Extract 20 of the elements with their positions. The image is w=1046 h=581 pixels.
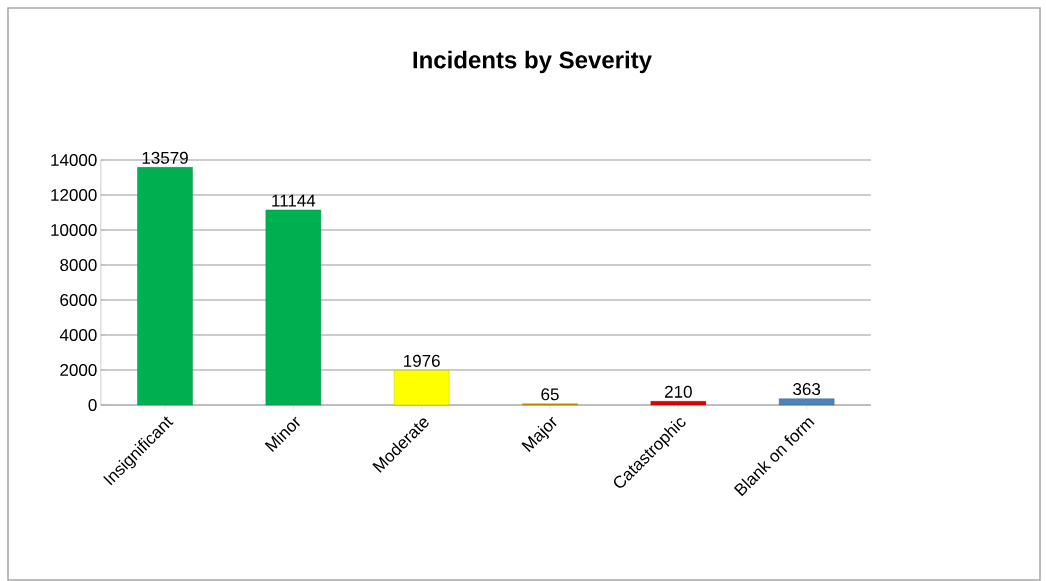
y-tick-label: 2000	[60, 363, 97, 377]
bar	[778, 398, 835, 406]
y-tick-label: 14000	[51, 153, 97, 167]
data-label: 11144	[272, 194, 316, 207]
bar	[265, 209, 322, 406]
y-tick-label: 0	[88, 398, 97, 412]
data-label: 65	[541, 388, 559, 401]
y-tick-label: 4000	[59, 328, 97, 342]
y-tick-label: 8000	[60, 258, 97, 272]
data-label: 363	[793, 383, 821, 396]
data-label: 210	[665, 385, 692, 398]
bar	[137, 167, 193, 406]
bar	[650, 401, 707, 406]
y-tick-label: 12000	[51, 188, 97, 202]
y-tick-label: 6000	[60, 293, 97, 307]
data-label: 1976	[404, 354, 440, 367]
data-label: 13579	[142, 151, 188, 164]
bar	[393, 370, 450, 406]
y-tick-label: 10000	[51, 223, 97, 237]
chart-title: Incidents by Severity	[413, 50, 652, 74]
